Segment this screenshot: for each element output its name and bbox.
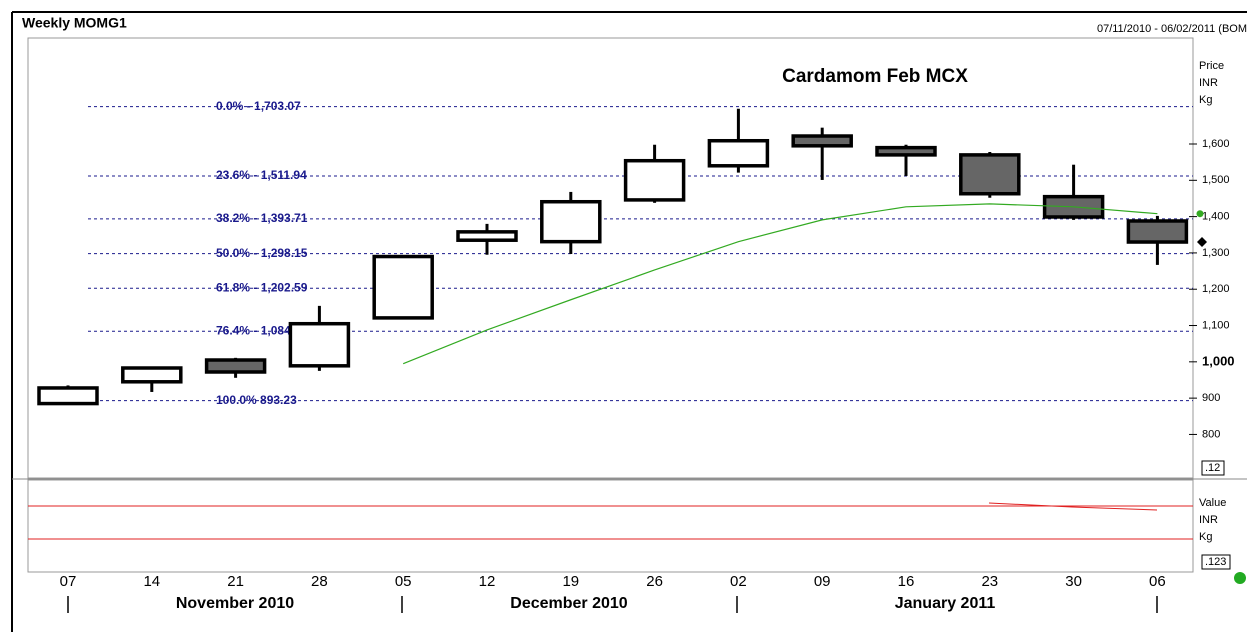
candle-body <box>1126 219 1189 244</box>
average-line <box>402 203 1158 365</box>
y-tick-label: 1,300 <box>1202 247 1230 259</box>
x-tick-label: 21 <box>227 573 244 590</box>
month-label: November 2010 <box>176 595 294 612</box>
y-axis-label: INR <box>1199 77 1218 89</box>
scale-box-label: .12 <box>1205 462 1220 474</box>
candle-body <box>121 366 183 384</box>
lower-axis-label: INR <box>1199 514 1218 526</box>
y-tick-label: 900 <box>1202 392 1220 404</box>
candle-body <box>37 386 99 406</box>
fib-label: 61.8% - 1,202.59 <box>216 280 308 294</box>
y-tick-label: 1,500 <box>1202 174 1230 186</box>
fib-label: 0.0% - 1,703.07 <box>216 99 301 113</box>
fib-label: 38.2% - 1,393.71 <box>216 211 308 225</box>
chart-title: Cardamom Feb MCX <box>782 66 968 87</box>
candle-body <box>623 158 686 202</box>
y-tick-label: 1,000 <box>1202 353 1235 368</box>
y-tick-label: 800 <box>1202 428 1220 440</box>
candle-body <box>540 199 602 244</box>
date-range: 07/11/2010 - 06/02/2011 (BOM <box>1097 23 1247 35</box>
candle-body <box>791 134 853 148</box>
x-tick-label: 19 <box>562 573 579 590</box>
x-tick-label: 05 <box>395 573 412 590</box>
x-tick-label: 30 <box>1065 573 1082 590</box>
x-tick-label: 28 <box>311 573 328 590</box>
lower-indicator <box>988 502 1158 511</box>
lower-axis-label: Kg <box>1199 531 1212 543</box>
candle-body <box>707 138 770 168</box>
candle-body <box>204 358 267 374</box>
fib-label: 23.6% - 1,511.94 <box>216 168 307 182</box>
x-tick-label: 09 <box>814 573 831 590</box>
header-title: Weekly MOMG1 <box>22 15 127 31</box>
candle-body <box>372 254 434 320</box>
x-tick-label: 23 <box>981 573 998 590</box>
month-label: December 2010 <box>510 595 628 612</box>
x-tick-label: 07 <box>60 573 77 590</box>
plot-area <box>27 37 1194 479</box>
month-label: January 2011 <box>895 595 996 612</box>
y-axis-label: Price <box>1199 60 1224 72</box>
scale-box-label: .123 <box>1205 556 1226 568</box>
last-price-marker <box>1197 237 1207 248</box>
candle-body <box>288 321 351 368</box>
y-tick-label: 1,200 <box>1202 283 1230 295</box>
candle-body <box>456 230 518 242</box>
x-tick-label: 06 <box>1149 573 1166 590</box>
x-tick-label: 26 <box>646 573 663 590</box>
average-marker <box>1196 210 1204 218</box>
x-tick-label: 14 <box>143 573 160 590</box>
x-tick-label: 16 <box>898 573 915 590</box>
scale-box <box>1201 554 1231 570</box>
y-tick-label: 1,100 <box>1202 319 1230 331</box>
fib-label: 100.0% 893.23 <box>216 393 297 407</box>
fib-label: 50.0% - 1,298.15 <box>216 246 308 260</box>
x-tick-label: 12 <box>479 573 496 590</box>
candle-body <box>875 145 937 157</box>
lower-axis-label: Value <box>1199 497 1226 509</box>
fib-label: 76.4% - 1,084.35 <box>216 323 308 337</box>
y-tick-label: 1,600 <box>1202 138 1230 150</box>
lower-panel <box>27 479 1194 573</box>
x-tick-label: 02 <box>730 573 747 590</box>
candle-body <box>959 153 1021 196</box>
y-tick-label: 1,400 <box>1202 211 1230 223</box>
status-dot <box>1234 572 1246 584</box>
scale-box <box>1201 460 1225 476</box>
y-axis-label: Kg <box>1199 94 1212 106</box>
